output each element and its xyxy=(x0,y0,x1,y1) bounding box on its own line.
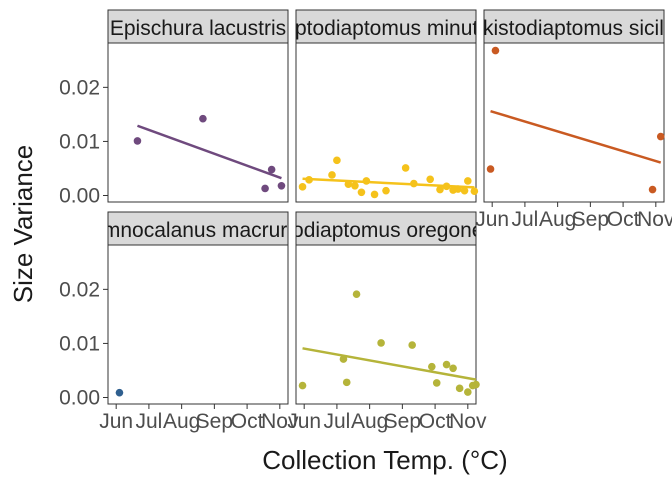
x-tick-label: Sep xyxy=(384,410,421,433)
data-point xyxy=(657,133,665,141)
data-point xyxy=(353,290,361,298)
data-point xyxy=(402,164,410,172)
data-point xyxy=(443,183,451,191)
data-point xyxy=(443,361,451,369)
facet-strip-label: Limnocalanus macrurus xyxy=(87,219,310,242)
data-point xyxy=(456,385,464,393)
data-point xyxy=(299,382,307,390)
y-axis-title: Size Variance xyxy=(8,145,38,304)
data-point xyxy=(363,177,371,185)
x-tick-label: Nov xyxy=(637,208,672,231)
x-tick-label: Jun xyxy=(99,410,133,433)
data-point xyxy=(333,157,341,165)
facet-strip-label: Epischura lacustris xyxy=(110,17,286,40)
data-point xyxy=(377,339,385,347)
data-point xyxy=(461,187,469,195)
y-tick-label: 0.00 xyxy=(59,185,100,208)
x-tick-label: Jun xyxy=(287,410,321,433)
data-point xyxy=(351,182,359,190)
x-tick-label: Jul xyxy=(511,208,538,231)
panel-border xyxy=(108,43,288,202)
x-tick-label: Jun xyxy=(475,208,509,231)
data-point xyxy=(464,177,472,185)
data-point xyxy=(472,381,480,389)
x-tick-label: Nov xyxy=(449,410,487,433)
x-tick-label: Sep xyxy=(572,208,609,231)
data-point xyxy=(268,166,276,174)
facet-strip-label: Skistodiaptomus sicilis xyxy=(469,17,672,40)
x-tick-label: Sep xyxy=(196,410,233,433)
data-point xyxy=(305,176,313,184)
data-point xyxy=(371,191,379,199)
data-point xyxy=(199,115,207,123)
data-point xyxy=(340,355,348,363)
data-point xyxy=(382,187,390,195)
data-point xyxy=(278,182,286,190)
data-point xyxy=(492,47,500,55)
x-tick-label: Jul xyxy=(135,410,162,433)
data-point xyxy=(454,185,462,193)
x-tick-label: Oct xyxy=(419,410,452,433)
data-point xyxy=(464,388,472,396)
data-point xyxy=(449,365,457,373)
data-point xyxy=(410,180,418,188)
data-point xyxy=(649,186,657,194)
x-axis-title: Collection Temp. (°C) xyxy=(262,445,507,475)
data-point xyxy=(345,180,353,188)
x-tick-label: Jul xyxy=(323,410,350,433)
data-point xyxy=(487,165,495,173)
panel-border xyxy=(296,245,476,404)
facet-strip-label: Leptodiaptomus minutus xyxy=(272,17,501,40)
data-point xyxy=(428,363,436,371)
data-point xyxy=(343,379,351,387)
panel-border xyxy=(484,43,664,202)
data-point xyxy=(426,175,434,183)
data-point xyxy=(433,379,441,387)
data-point xyxy=(261,185,269,193)
y-tick-label: 0.00 xyxy=(59,387,100,410)
y-tick-label: 0.02 xyxy=(59,278,100,301)
data-point xyxy=(328,171,336,179)
panel-border xyxy=(296,43,476,202)
y-tick-label: 0.02 xyxy=(59,76,100,99)
data-point xyxy=(358,188,366,196)
x-tick-label: Oct xyxy=(607,208,640,231)
data-point xyxy=(299,183,307,191)
x-tick-label: Oct xyxy=(231,410,264,433)
panel-border xyxy=(108,245,288,404)
data-point xyxy=(116,389,124,397)
facet-panels: Epischura lacustris 0.00 0.01 0.02 Leptodiap… xyxy=(59,10,672,433)
data-point xyxy=(134,137,142,145)
y-tick-label: 0.01 xyxy=(59,332,100,355)
facet-panel: Epischura lacustris 0.00 0.01 0.02 xyxy=(59,10,288,208)
y-tick-label: 0.01 xyxy=(59,130,100,153)
data-point xyxy=(436,186,444,194)
data-point xyxy=(408,341,416,349)
data-point xyxy=(471,187,479,195)
facet-panel: Leptodiaptomus minutus xyxy=(272,10,501,202)
